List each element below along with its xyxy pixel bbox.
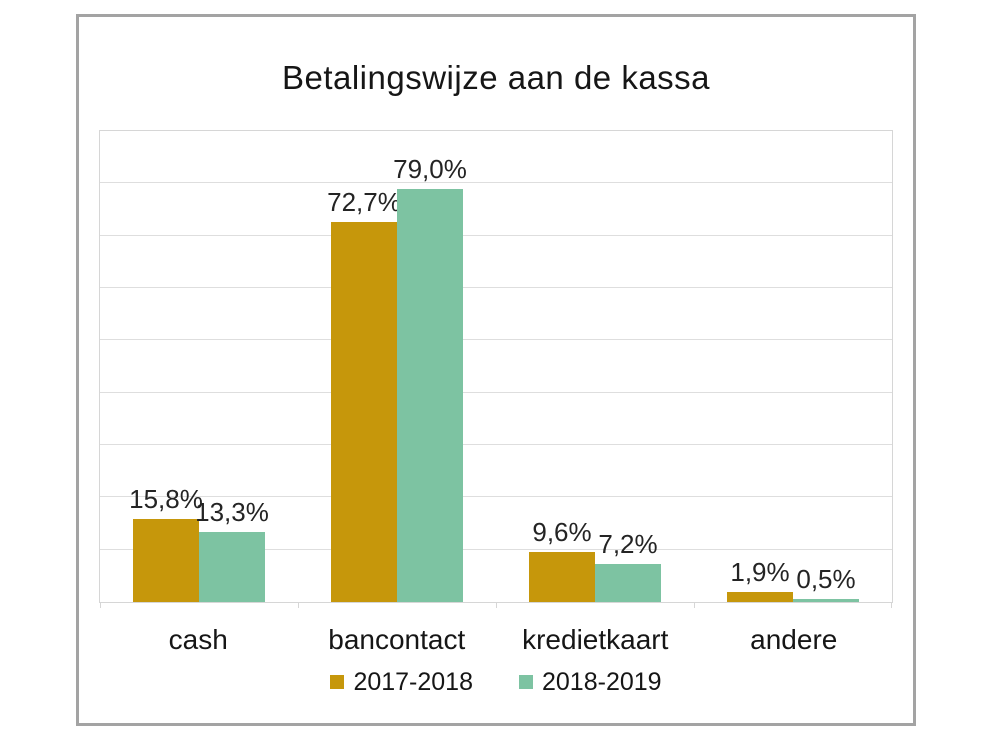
x-axis-tick	[693, 602, 695, 608]
legend-label: 2018-2019	[542, 668, 662, 696]
x-axis-label-kredietkaart: kredietkaart	[522, 624, 669, 655]
bar-andere-2018-2019	[793, 599, 859, 602]
x-axis-tick	[100, 602, 101, 608]
plot-area: 15,8% 72,7% 9,6% 1,9% 13,3% 79,0% 7,2% 0,5%	[99, 130, 893, 608]
gridline	[100, 444, 892, 445]
chart-title: Betalingswijze aan de kassa	[281, 59, 711, 96]
bar-value-label: 15,8%	[129, 484, 203, 515]
bar-value-label: 7,2%	[598, 529, 658, 560]
x-axis-tick	[495, 602, 497, 608]
bar-kredietkaart-2017-2018	[529, 551, 595, 602]
legend-swatch-icon	[519, 675, 533, 689]
bar-cash-2017-2018	[133, 519, 199, 602]
bar-value-label: 0,5%	[796, 564, 856, 595]
legend-swatch-icon	[330, 675, 345, 689]
x-axis: cash bancontact kredietkaart andere	[99, 623, 893, 657]
gridline	[100, 182, 892, 184]
gridline	[100, 234, 892, 236]
legend-item: 2018-2019	[519, 667, 662, 697]
x-axis-label-andere: andere	[750, 624, 838, 655]
legend-label: 2017-2018	[353, 668, 473, 696]
bar-bancontact-2017-2018	[331, 221, 397, 602]
bar-kredietkaart-2018-2019	[595, 564, 661, 602]
bar-value-label: 72,7%	[327, 186, 401, 217]
bar-andere-2017-2018	[727, 592, 793, 602]
legend-item: 2017-2018	[330, 667, 473, 697]
gridline	[100, 339, 892, 341]
bar-value-label: 79,0%	[393, 153, 467, 184]
x-axis-label-bancontact: bancontact	[328, 624, 466, 655]
x-axis-tick	[297, 602, 299, 608]
x-axis-tick	[891, 602, 892, 608]
bar-bancontact-2018-2019	[397, 188, 463, 602]
gridline	[100, 548, 892, 550]
legend: 2017-2018 2018-2019	[99, 667, 893, 697]
chart-frame: Betalingswijze aan de kassa 15,8% 72,7% 9,…	[76, 14, 916, 726]
bar-cash-2018-2019	[199, 532, 265, 602]
gridline	[100, 391, 892, 393]
gridline	[100, 496, 892, 498]
bar-value-label: 1,9%	[730, 557, 790, 588]
bar-value-label: 13,3%	[195, 497, 269, 528]
x-axis-label-cash: cash	[168, 624, 228, 655]
gridline	[100, 287, 892, 288]
bar-value-label: 9,6%	[532, 516, 592, 547]
